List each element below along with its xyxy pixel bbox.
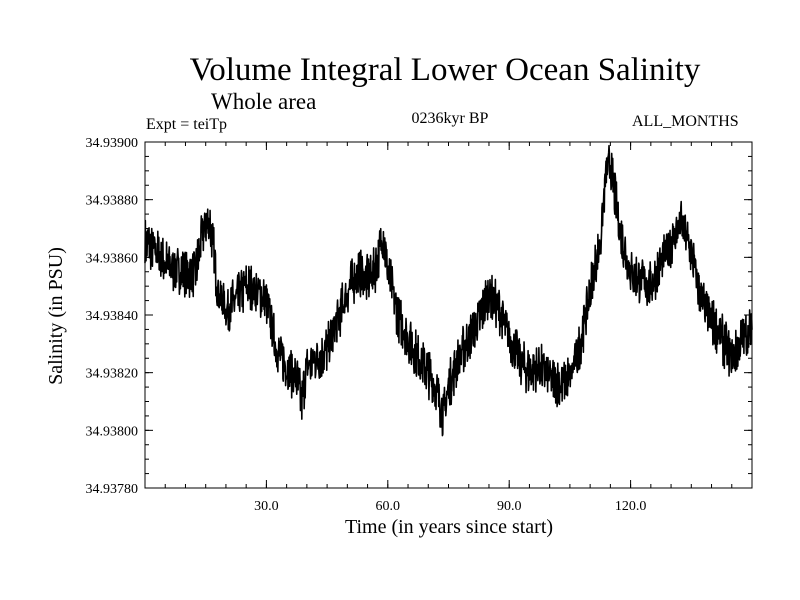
x-tick-label: 120.0	[615, 499, 647, 514]
salinity-series-line	[144, 144, 753, 437]
chart-subtitle: Whole area	[211, 89, 317, 114]
y-axis-label: Salinity (in PSU)	[45, 247, 67, 385]
y-tick-label: 34.93780	[86, 482, 139, 497]
y-tick-label: 34.93800	[86, 424, 139, 439]
x-tick-label: 30.0	[254, 499, 279, 514]
y-tick-label: 34.93900	[86, 136, 139, 151]
chart-title: Volume Integral Lower Ocean Salinity	[189, 52, 701, 88]
experiment-label: Expt = teiTp	[146, 116, 228, 133]
y-tick-label: 34.93860	[86, 251, 139, 266]
y-tick-label: 34.93820	[86, 367, 139, 382]
x-tick-label: 60.0	[376, 499, 401, 514]
y-tick-label: 34.93880	[86, 194, 139, 209]
plot-frame	[144, 141, 753, 489]
x-axis-label: Time (in years since start)	[345, 516, 553, 538]
period-label: 0236kyr BP	[411, 110, 489, 127]
months-label: ALL_MONTHS	[632, 113, 739, 130]
plot-area: 30.0 60.0 90.0 120.0 34.93780 34.93800 34.9382…	[86, 136, 753, 514]
y-tick-label: 34.93840	[86, 309, 139, 324]
x-tick-label: 90.0	[497, 499, 522, 514]
